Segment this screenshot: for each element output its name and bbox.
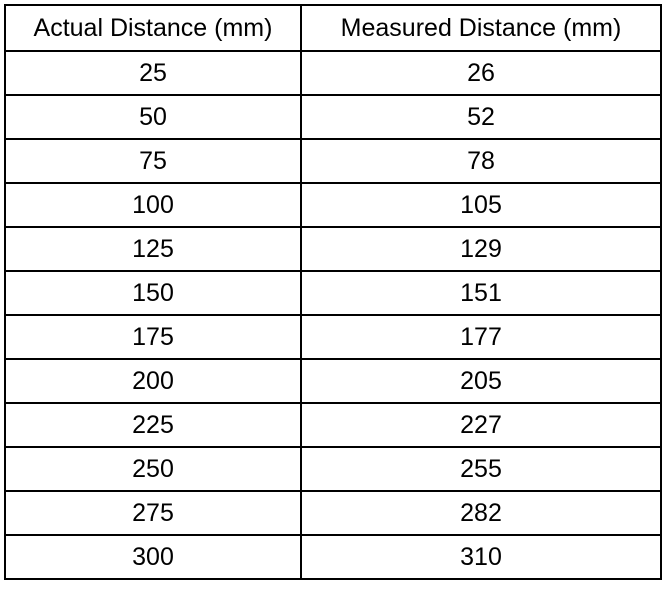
cell-actual: 175 bbox=[4, 314, 302, 360]
cell-measured: 129 bbox=[300, 226, 662, 272]
cell-actual: 50 bbox=[4, 94, 302, 140]
cell-measured: 105 bbox=[300, 182, 662, 228]
header-measured-distance: Measured Distance (mm) bbox=[300, 4, 662, 52]
table-row: 200 205 bbox=[4, 358, 662, 404]
cell-actual: 25 bbox=[4, 50, 302, 96]
table-row: 225 227 bbox=[4, 402, 662, 448]
cell-measured: 151 bbox=[300, 270, 662, 316]
table-row: 125 129 bbox=[4, 226, 662, 272]
table-row: 150 151 bbox=[4, 270, 662, 316]
cell-measured: 26 bbox=[300, 50, 662, 96]
cell-actual: 300 bbox=[4, 534, 302, 580]
cell-measured: 227 bbox=[300, 402, 662, 448]
cell-actual: 125 bbox=[4, 226, 302, 272]
cell-measured: 310 bbox=[300, 534, 662, 580]
table-row: 100 105 bbox=[4, 182, 662, 228]
table-row: 25 26 bbox=[4, 50, 662, 96]
table-row: 175 177 bbox=[4, 314, 662, 360]
cell-measured: 177 bbox=[300, 314, 662, 360]
table-row: 300 310 bbox=[4, 534, 662, 580]
distance-table: Actual Distance (mm) Measured Distance (… bbox=[4, 4, 662, 580]
cell-measured: 205 bbox=[300, 358, 662, 404]
cell-measured: 52 bbox=[300, 94, 662, 140]
table-row: 250 255 bbox=[4, 446, 662, 492]
table-row: 275 282 bbox=[4, 490, 662, 536]
cell-measured: 78 bbox=[300, 138, 662, 184]
cell-measured: 282 bbox=[300, 490, 662, 536]
cell-measured: 255 bbox=[300, 446, 662, 492]
table-row: 75 78 bbox=[4, 138, 662, 184]
table-header-row: Actual Distance (mm) Measured Distance (… bbox=[4, 4, 662, 52]
cell-actual: 100 bbox=[4, 182, 302, 228]
header-actual-distance: Actual Distance (mm) bbox=[4, 4, 302, 52]
cell-actual: 150 bbox=[4, 270, 302, 316]
cell-actual: 225 bbox=[4, 402, 302, 448]
cell-actual: 75 bbox=[4, 138, 302, 184]
cell-actual: 250 bbox=[4, 446, 302, 492]
cell-actual: 200 bbox=[4, 358, 302, 404]
table-row: 50 52 bbox=[4, 94, 662, 140]
cell-actual: 275 bbox=[4, 490, 302, 536]
